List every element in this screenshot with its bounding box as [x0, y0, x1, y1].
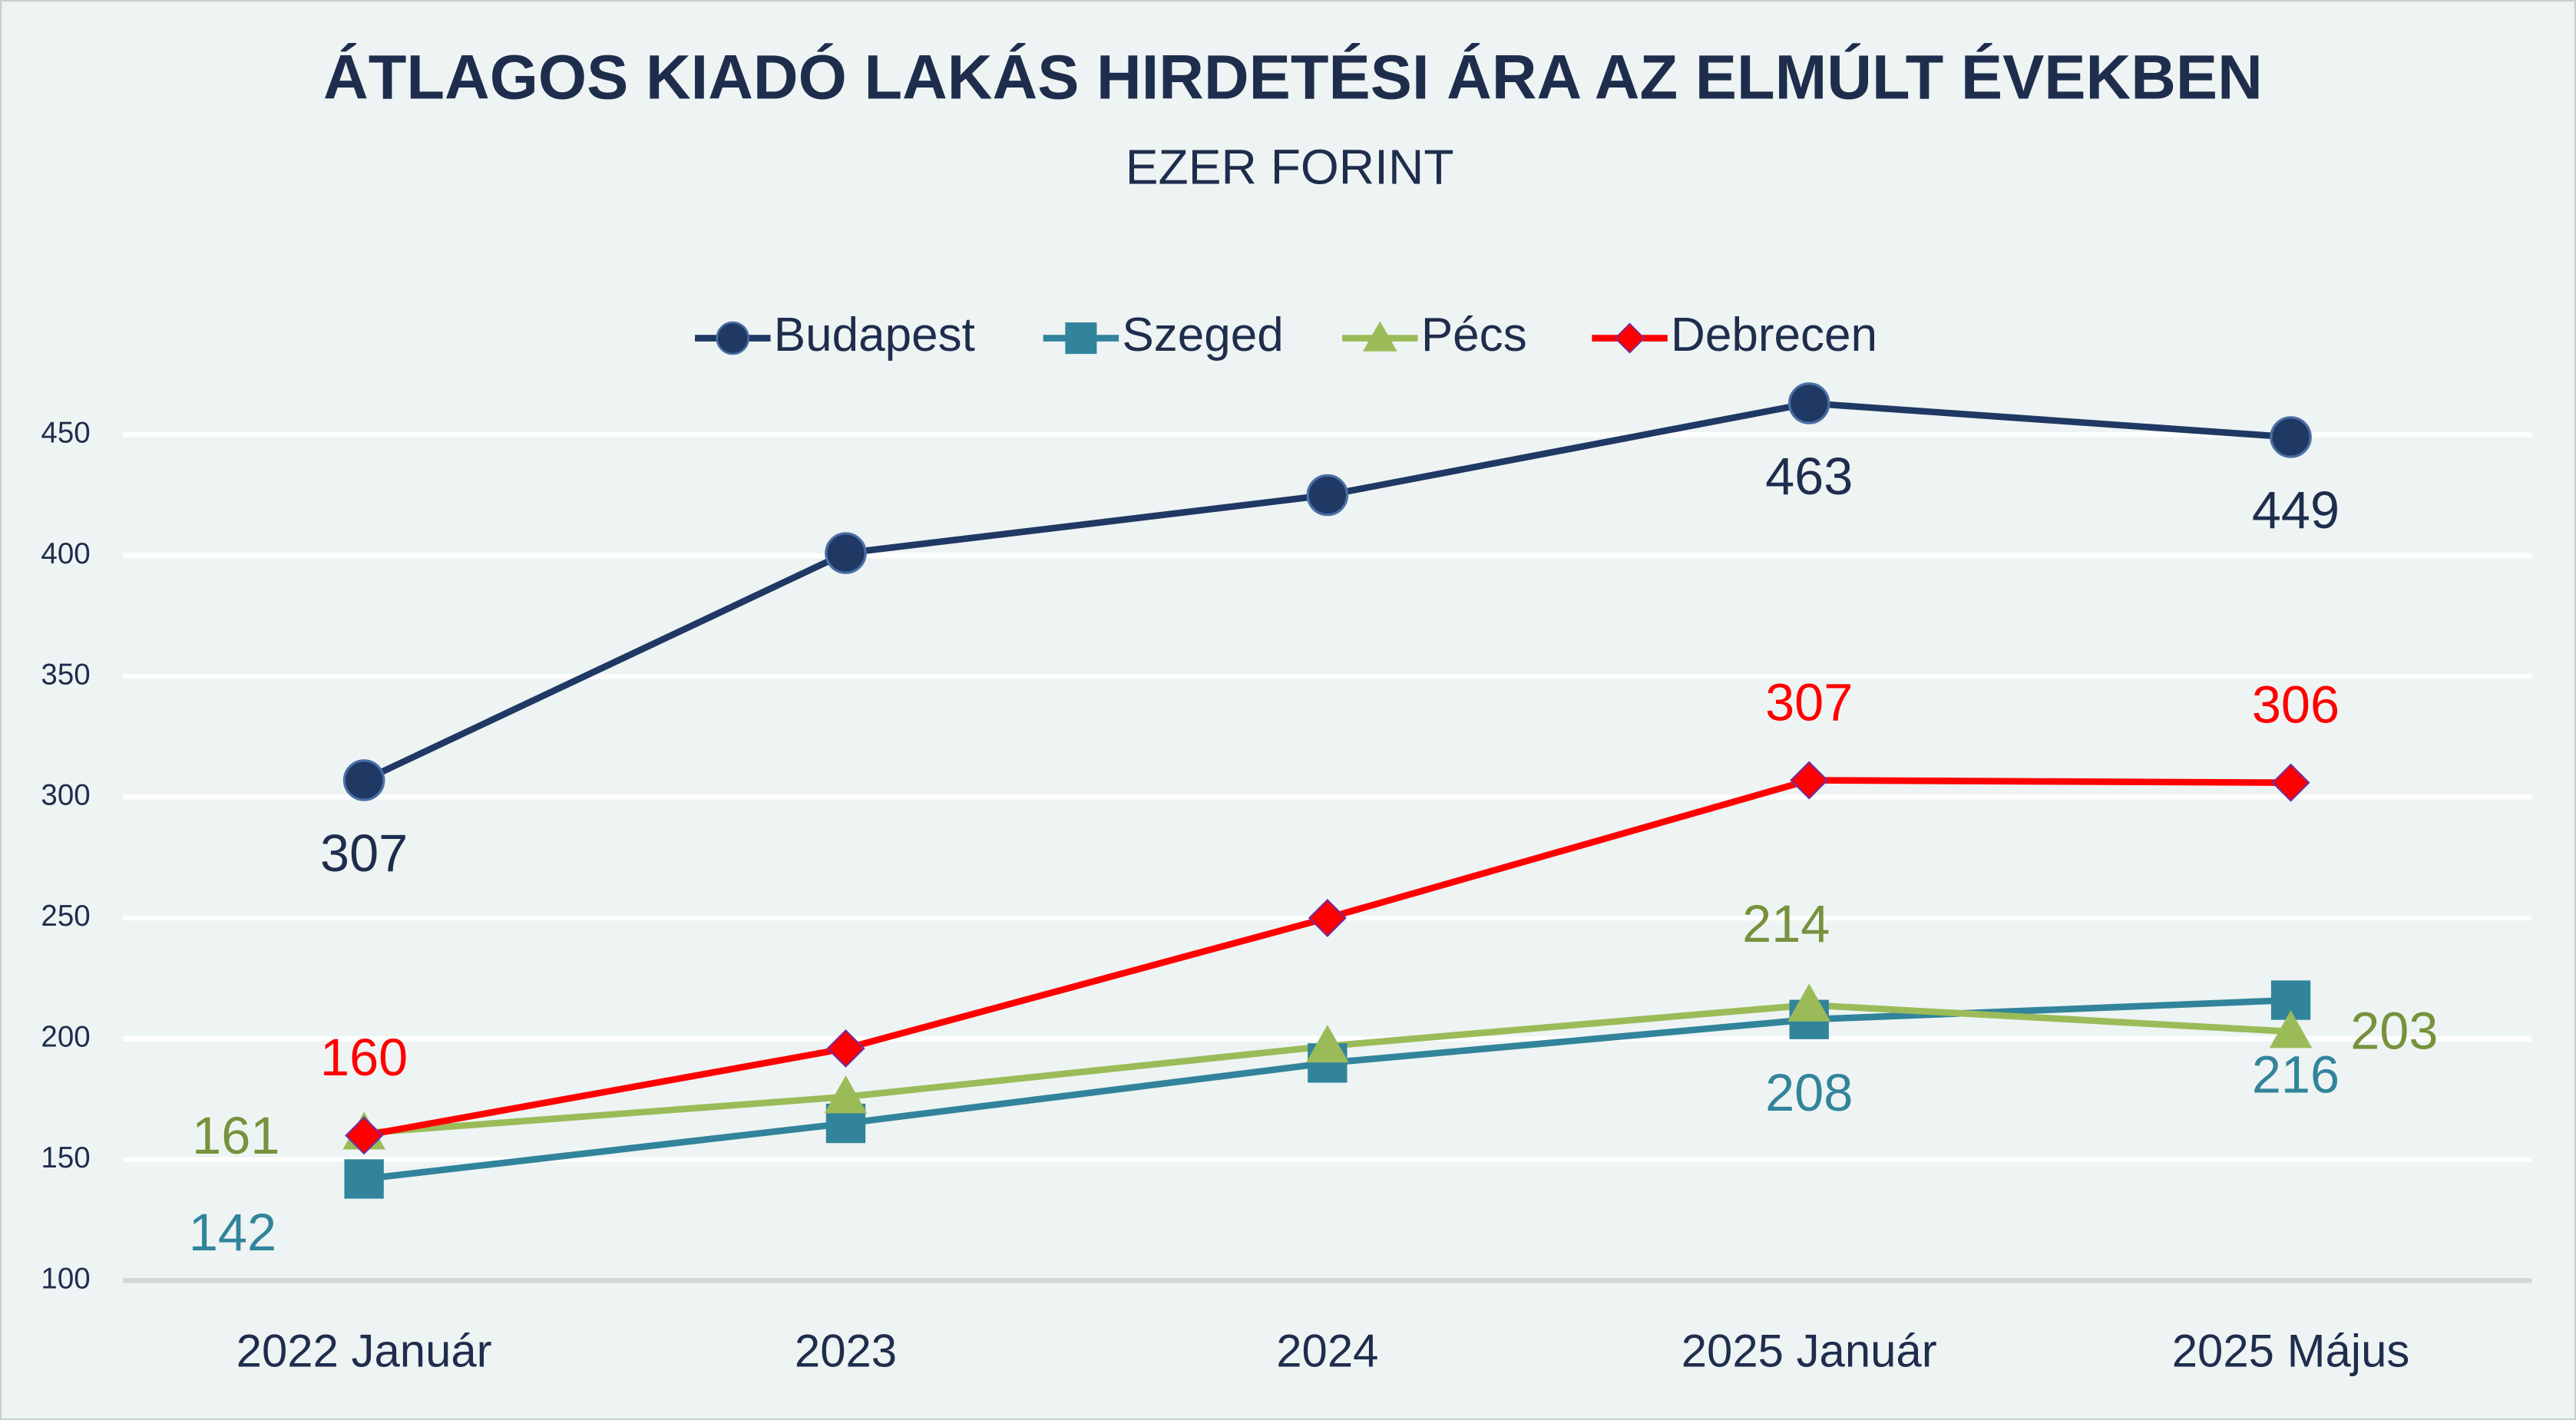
data-label: 463	[1765, 447, 1853, 506]
legend-label: Debrecen	[1671, 309, 1877, 362]
data-point	[1790, 761, 1829, 800]
legend-label: Budapest	[774, 309, 975, 362]
legend-marker	[1614, 322, 1645, 354]
y-tick-label: 100	[41, 1262, 90, 1295]
chart-subtitle: EZER FORINT	[1126, 139, 1454, 194]
data-point	[825, 532, 867, 574]
data-label: 161	[192, 1106, 279, 1165]
data-label: 203	[2350, 1001, 2438, 1060]
data-point	[345, 1116, 384, 1155]
legend-label: Szeged	[1122, 309, 1283, 362]
x-tick-label: 2024	[1276, 1325, 1378, 1376]
y-tick-label: 400	[41, 537, 90, 570]
x-tick-label: 2025 Május	[2172, 1325, 2410, 1376]
data-point	[824, 1075, 868, 1114]
data-label: 307	[320, 824, 408, 883]
y-tick-label: 350	[41, 658, 90, 691]
data-point	[1306, 1025, 1349, 1063]
y-tick-label: 200	[41, 1021, 90, 1054]
data-point	[2269, 1010, 2313, 1048]
x-tick-label: 2022 Január	[236, 1325, 492, 1376]
y-tick-label: 450	[41, 417, 90, 450]
data-label: 214	[1742, 894, 1830, 953]
data-point	[1787, 983, 1831, 1022]
data-point	[826, 1029, 865, 1068]
data-point	[2270, 416, 2312, 458]
data-point	[342, 759, 385, 801]
data-point	[2271, 763, 2310, 802]
legend-marker	[1363, 321, 1397, 352]
legend-marker	[1065, 322, 1097, 355]
legend-marker	[716, 321, 750, 355]
x-tick-label: 2025 Január	[1682, 1325, 1937, 1376]
y-tick-label: 250	[41, 900, 90, 933]
y-tick-label: 300	[41, 779, 90, 812]
data-point	[1787, 382, 1830, 424]
x-tick-label: 2023	[795, 1325, 897, 1376]
data-label: 142	[189, 1203, 276, 1262]
data-point	[344, 1159, 384, 1199]
data-label: 449	[2252, 480, 2340, 540]
data-label: 208	[1765, 1063, 1853, 1122]
data-label: 307	[1765, 672, 1853, 731]
chart-title: ÁTLAGOS KIADÓ LAKÁS HIRDETÉSI ÁRA AZ ELM…	[323, 42, 2263, 112]
legend-label: Pécs	[1421, 309, 1527, 362]
data-label: 160	[320, 1028, 408, 1087]
data-point	[1308, 898, 1347, 938]
y-tick-label: 150	[41, 1141, 90, 1174]
data-label: 216	[2252, 1045, 2340, 1105]
data-label: 306	[2252, 675, 2340, 735]
data-point	[1306, 474, 1349, 517]
